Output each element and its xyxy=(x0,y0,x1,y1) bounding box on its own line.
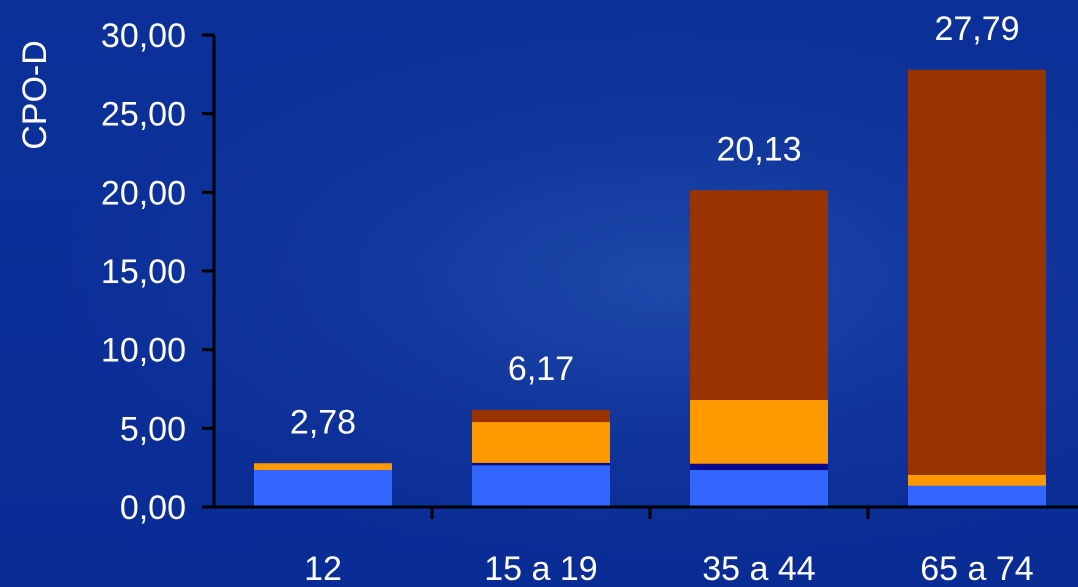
x-category-label: 15 a 19 xyxy=(484,550,597,587)
bar-segment xyxy=(690,400,828,464)
bar-segment xyxy=(690,470,828,507)
axes-layer xyxy=(202,33,1078,519)
bar-segment xyxy=(254,470,392,507)
bar-segment xyxy=(472,462,610,466)
y-tick-label: 10,00 xyxy=(101,332,186,370)
y-tick-label: 25,00 xyxy=(101,96,186,134)
bar-total-label: 27,79 xyxy=(934,10,1019,48)
bar-total-label: 2,78 xyxy=(290,403,356,441)
y-tick-label: 15,00 xyxy=(101,253,186,291)
bar-segment xyxy=(908,485,1046,507)
bar-segment xyxy=(472,422,610,463)
bar-total-label: 20,13 xyxy=(716,130,801,168)
bars-layer xyxy=(254,69,1046,507)
x-category-label: 12 xyxy=(304,550,342,587)
bar-segment xyxy=(690,463,828,471)
x-category-label: 65 a 74 xyxy=(920,550,1033,587)
labels-layer: 0,00 5,00 10,00 15,00 20,00 25,00 30,00 2,78 12 6… xyxy=(101,10,1034,587)
y-tick-label: 0,00 xyxy=(120,489,186,527)
bar-segment xyxy=(472,465,610,507)
bar-segment xyxy=(254,463,392,471)
bar-total-label: 6,17 xyxy=(508,350,574,388)
y-tick-label: 5,00 xyxy=(120,410,186,448)
x-category-label: 35 a 44 xyxy=(702,550,815,587)
y-tick-label: 20,00 xyxy=(101,174,186,212)
y-axis-title: CPO-D xyxy=(16,40,54,150)
bar-segment xyxy=(908,474,1046,486)
bar-segment xyxy=(908,69,1046,475)
bar-segment xyxy=(690,190,828,401)
y-tick-label: 30,00 xyxy=(101,17,186,55)
bar-segment xyxy=(472,409,610,423)
